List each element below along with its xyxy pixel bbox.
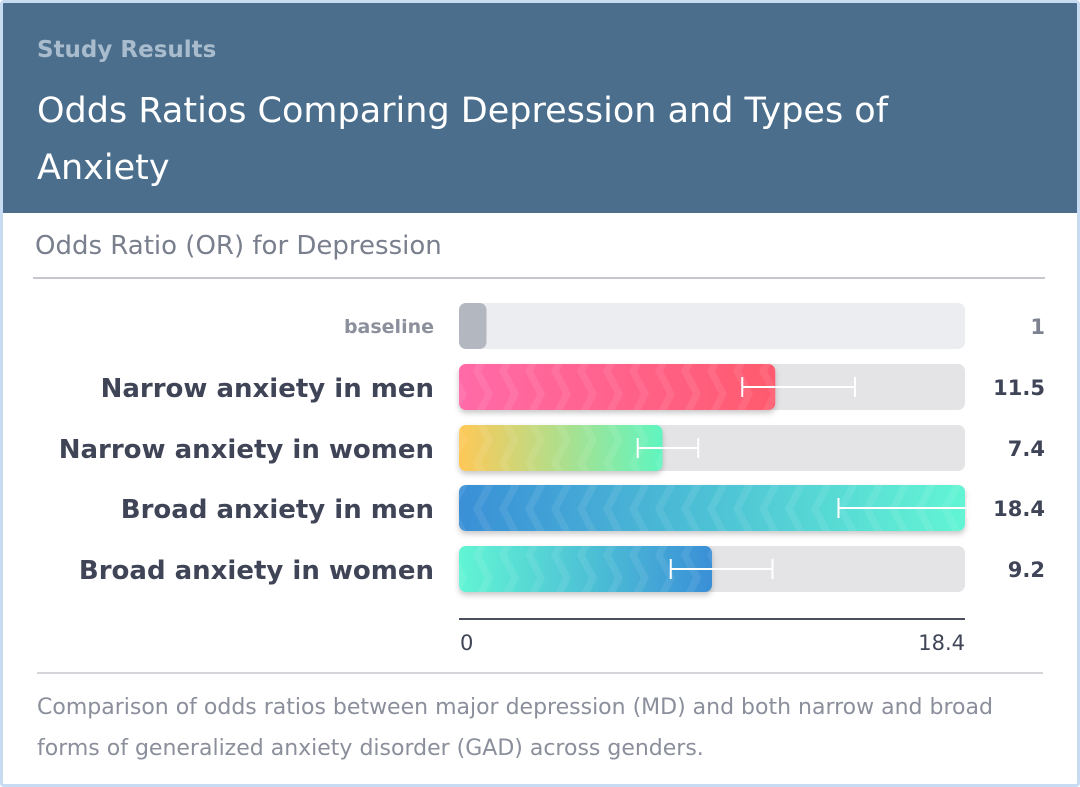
bar-row: Narrow anxiety in women 7.4 [59,425,1045,471]
bar-texture [459,425,663,471]
value-label: 9.2 [1008,558,1045,582]
value-label: 18.4 [993,497,1045,521]
bar-track [459,303,965,349]
category-label: Narrow anxiety in women [59,435,434,465]
divider-bottom [37,672,1043,674]
chart-caption: Comparison of odds ratios between major … [37,695,993,761]
value-label: 1 [1030,315,1045,339]
error-bar [669,559,774,579]
chart-subheading: Odds Ratio (OR) for Depression [35,231,442,261]
bar [459,303,487,349]
category-label: Broad anxiety in women [79,556,434,586]
category-label: Broad anxiety in men [121,495,434,525]
bar-row: Broad anxiety in men 18.4 [121,485,1045,531]
category-label: baseline [344,316,434,338]
error-bar [636,438,700,458]
bar-row: baseline 1 [344,303,1045,349]
error-bar [741,377,856,397]
chart-title: Odds Ratios Comparing Depression and Typ… [37,91,889,188]
x-tick-label: 18.4 [918,631,965,655]
category-label: Narrow anxiety in men [101,374,434,404]
error-bar [837,498,969,518]
value-label: 7.4 [1008,437,1045,461]
bar-texture [459,364,776,410]
bar-texture [459,485,965,531]
x-tick-label: 0 [460,631,473,655]
value-label: 11.5 [993,376,1045,400]
bar-texture [459,546,712,592]
divider-top [33,277,1045,279]
bar-row: Narrow anxiety in men 11.5 [101,364,1045,410]
card-header: Study Results Odds Ratios Comparing Depr… [3,3,1077,213]
bar-row: Broad anxiety in women 9.2 [79,546,1045,592]
eyebrow-label: Study Results [37,37,217,63]
